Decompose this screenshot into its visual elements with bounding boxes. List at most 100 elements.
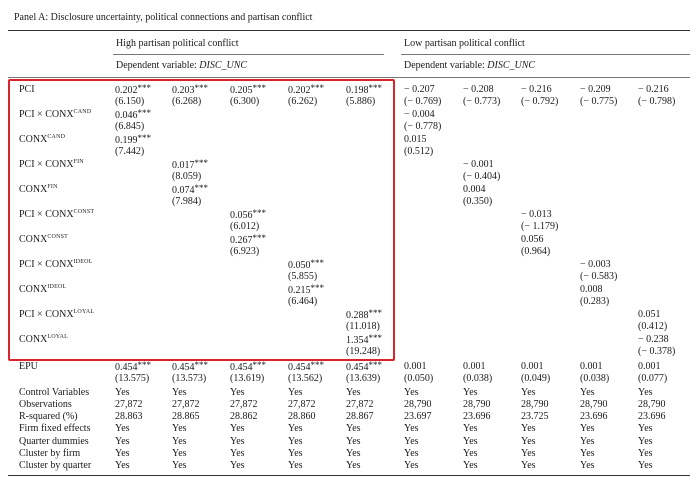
coef-value: 0.288*** xyxy=(346,308,383,321)
coef-value: 0.199*** xyxy=(115,133,151,146)
stat-value: Yes xyxy=(580,460,595,471)
stat-value: 28.860 xyxy=(288,411,316,422)
significance-stars: *** xyxy=(368,308,383,318)
significance-stars: *** xyxy=(137,83,152,93)
t-statistic: (− 0.798) xyxy=(638,96,676,107)
row-label: PCI × CONXCAND xyxy=(19,109,92,120)
coef-value: 0.454*** xyxy=(172,360,209,373)
stat-value: Yes xyxy=(463,387,478,398)
t-statistic: (6.262) xyxy=(288,96,318,107)
coef-value: 0.001 xyxy=(404,361,427,372)
stat-value: Yes xyxy=(230,436,245,447)
t-statistic: (11.018) xyxy=(346,321,380,332)
row-label: PCI × CONXIDEOL xyxy=(19,259,93,270)
coef-value: 0.215*** xyxy=(288,283,324,296)
stat-value: Yes xyxy=(346,436,361,447)
stat-value: Yes xyxy=(521,460,536,471)
coef-value: 0.046*** xyxy=(115,108,152,121)
coef-value: − 0.003 xyxy=(580,259,611,270)
row-label: EPU xyxy=(19,361,38,372)
coef-value: 0.202*** xyxy=(115,83,152,96)
stat-row-label: R-squared (%) xyxy=(19,411,78,422)
coef-value: 0.202*** xyxy=(288,83,325,96)
t-statistic: (6.268) xyxy=(172,96,202,107)
stat-row-label: Control Variables xyxy=(19,387,90,398)
coef-value: 0.056 xyxy=(521,234,544,245)
stat-value: Yes xyxy=(288,423,303,434)
header-rule xyxy=(8,77,690,78)
significance-stars: *** xyxy=(368,360,383,370)
t-statistic: (0.049) xyxy=(521,373,551,384)
coef-value: 0.017*** xyxy=(172,158,209,171)
t-statistic: (− 0.769) xyxy=(404,96,442,107)
group-high-rule xyxy=(113,54,384,55)
stat-row-label: Cluster by quarter xyxy=(19,460,92,471)
stat-value: Yes xyxy=(404,436,419,447)
coef-value: − 0.207 xyxy=(404,84,435,95)
stat-row-label: Observations xyxy=(19,399,72,410)
t-statistic: (6.923) xyxy=(230,246,260,257)
stat-value: Yes xyxy=(521,448,536,459)
t-statistic: (13.575) xyxy=(115,373,150,384)
coef-value: 0.454*** xyxy=(230,360,266,373)
stat-value: Yes xyxy=(638,423,653,434)
stat-value: 23.725 xyxy=(521,411,549,422)
coef-value: 0.008 xyxy=(580,284,603,295)
stat-value: 28.863 xyxy=(115,411,143,422)
t-statistic: (8.059) xyxy=(172,171,202,182)
significance-stars: *** xyxy=(194,83,209,93)
significance-stars: *** xyxy=(194,158,209,168)
row-label-superscript: FIN xyxy=(47,184,58,190)
stat-value: Yes xyxy=(580,387,595,398)
t-statistic: (− 0.773) xyxy=(463,96,501,107)
coef-value: − 0.001 xyxy=(463,159,494,170)
panel-title: Panel A: Disclosure uncertainty, politic… xyxy=(14,12,313,23)
significance-stars: *** xyxy=(194,360,209,370)
t-statistic: (6.464) xyxy=(288,296,318,307)
row-label: PCI × CONXCONST xyxy=(19,209,95,220)
significance-stars: *** xyxy=(194,183,209,193)
stat-value: Yes xyxy=(230,423,245,434)
coef-value: − 0.238 xyxy=(638,334,669,345)
t-statistic: (− 0.404) xyxy=(463,171,501,182)
t-statistic: (0.350) xyxy=(463,196,493,207)
stat-value: Yes xyxy=(172,387,187,398)
t-statistic: (− 0.778) xyxy=(404,121,442,132)
t-statistic: (13.562) xyxy=(288,373,323,384)
significance-stars: *** xyxy=(310,83,325,93)
t-statistic: (− 0.378) xyxy=(638,346,676,357)
coef-value: 0.001 xyxy=(580,361,603,372)
row-label-superscript: LOYAL xyxy=(47,334,69,340)
row-label-superscript: CONST xyxy=(47,234,69,240)
dep-var-prefix: Dependent variable: xyxy=(404,60,488,71)
significance-stars: *** xyxy=(310,258,325,268)
stat-value: 28,790 xyxy=(521,399,549,410)
stat-value: Yes xyxy=(638,436,653,447)
coef-value: 0.001 xyxy=(638,361,661,372)
coef-value: 0.198*** xyxy=(346,83,382,96)
stat-value: Yes xyxy=(230,460,245,471)
stat-value: Yes xyxy=(404,460,419,471)
dep-var-prefix: Dependent variable: xyxy=(116,60,200,71)
row-label: PCI xyxy=(19,84,35,95)
row-label-superscript: CAND xyxy=(47,134,66,140)
coef-value: 0.205*** xyxy=(230,83,266,96)
t-statistic: (0.077) xyxy=(638,373,668,384)
stat-value: 28,790 xyxy=(463,399,491,410)
stat-value: Yes xyxy=(115,448,130,459)
stat-value: 27,872 xyxy=(115,399,143,410)
significance-stars: *** xyxy=(137,108,152,118)
row-label-superscript: IDEOL xyxy=(47,284,67,290)
t-statistic: (− 1.179) xyxy=(521,221,559,232)
row-label-superscript: CONST xyxy=(73,209,95,215)
coef-value: 0.454*** xyxy=(288,360,324,373)
coef-value: − 0.216 xyxy=(521,84,552,95)
coef-value: 0.056*** xyxy=(230,208,266,221)
top-rule xyxy=(8,30,690,31)
stat-value: Yes xyxy=(521,436,536,447)
stat-value: 28,790 xyxy=(580,399,608,410)
stat-value: 23.696 xyxy=(580,411,608,422)
stat-value: Yes xyxy=(230,387,245,398)
t-statistic: (13.619) xyxy=(230,373,265,384)
significance-stars: *** xyxy=(252,233,267,243)
